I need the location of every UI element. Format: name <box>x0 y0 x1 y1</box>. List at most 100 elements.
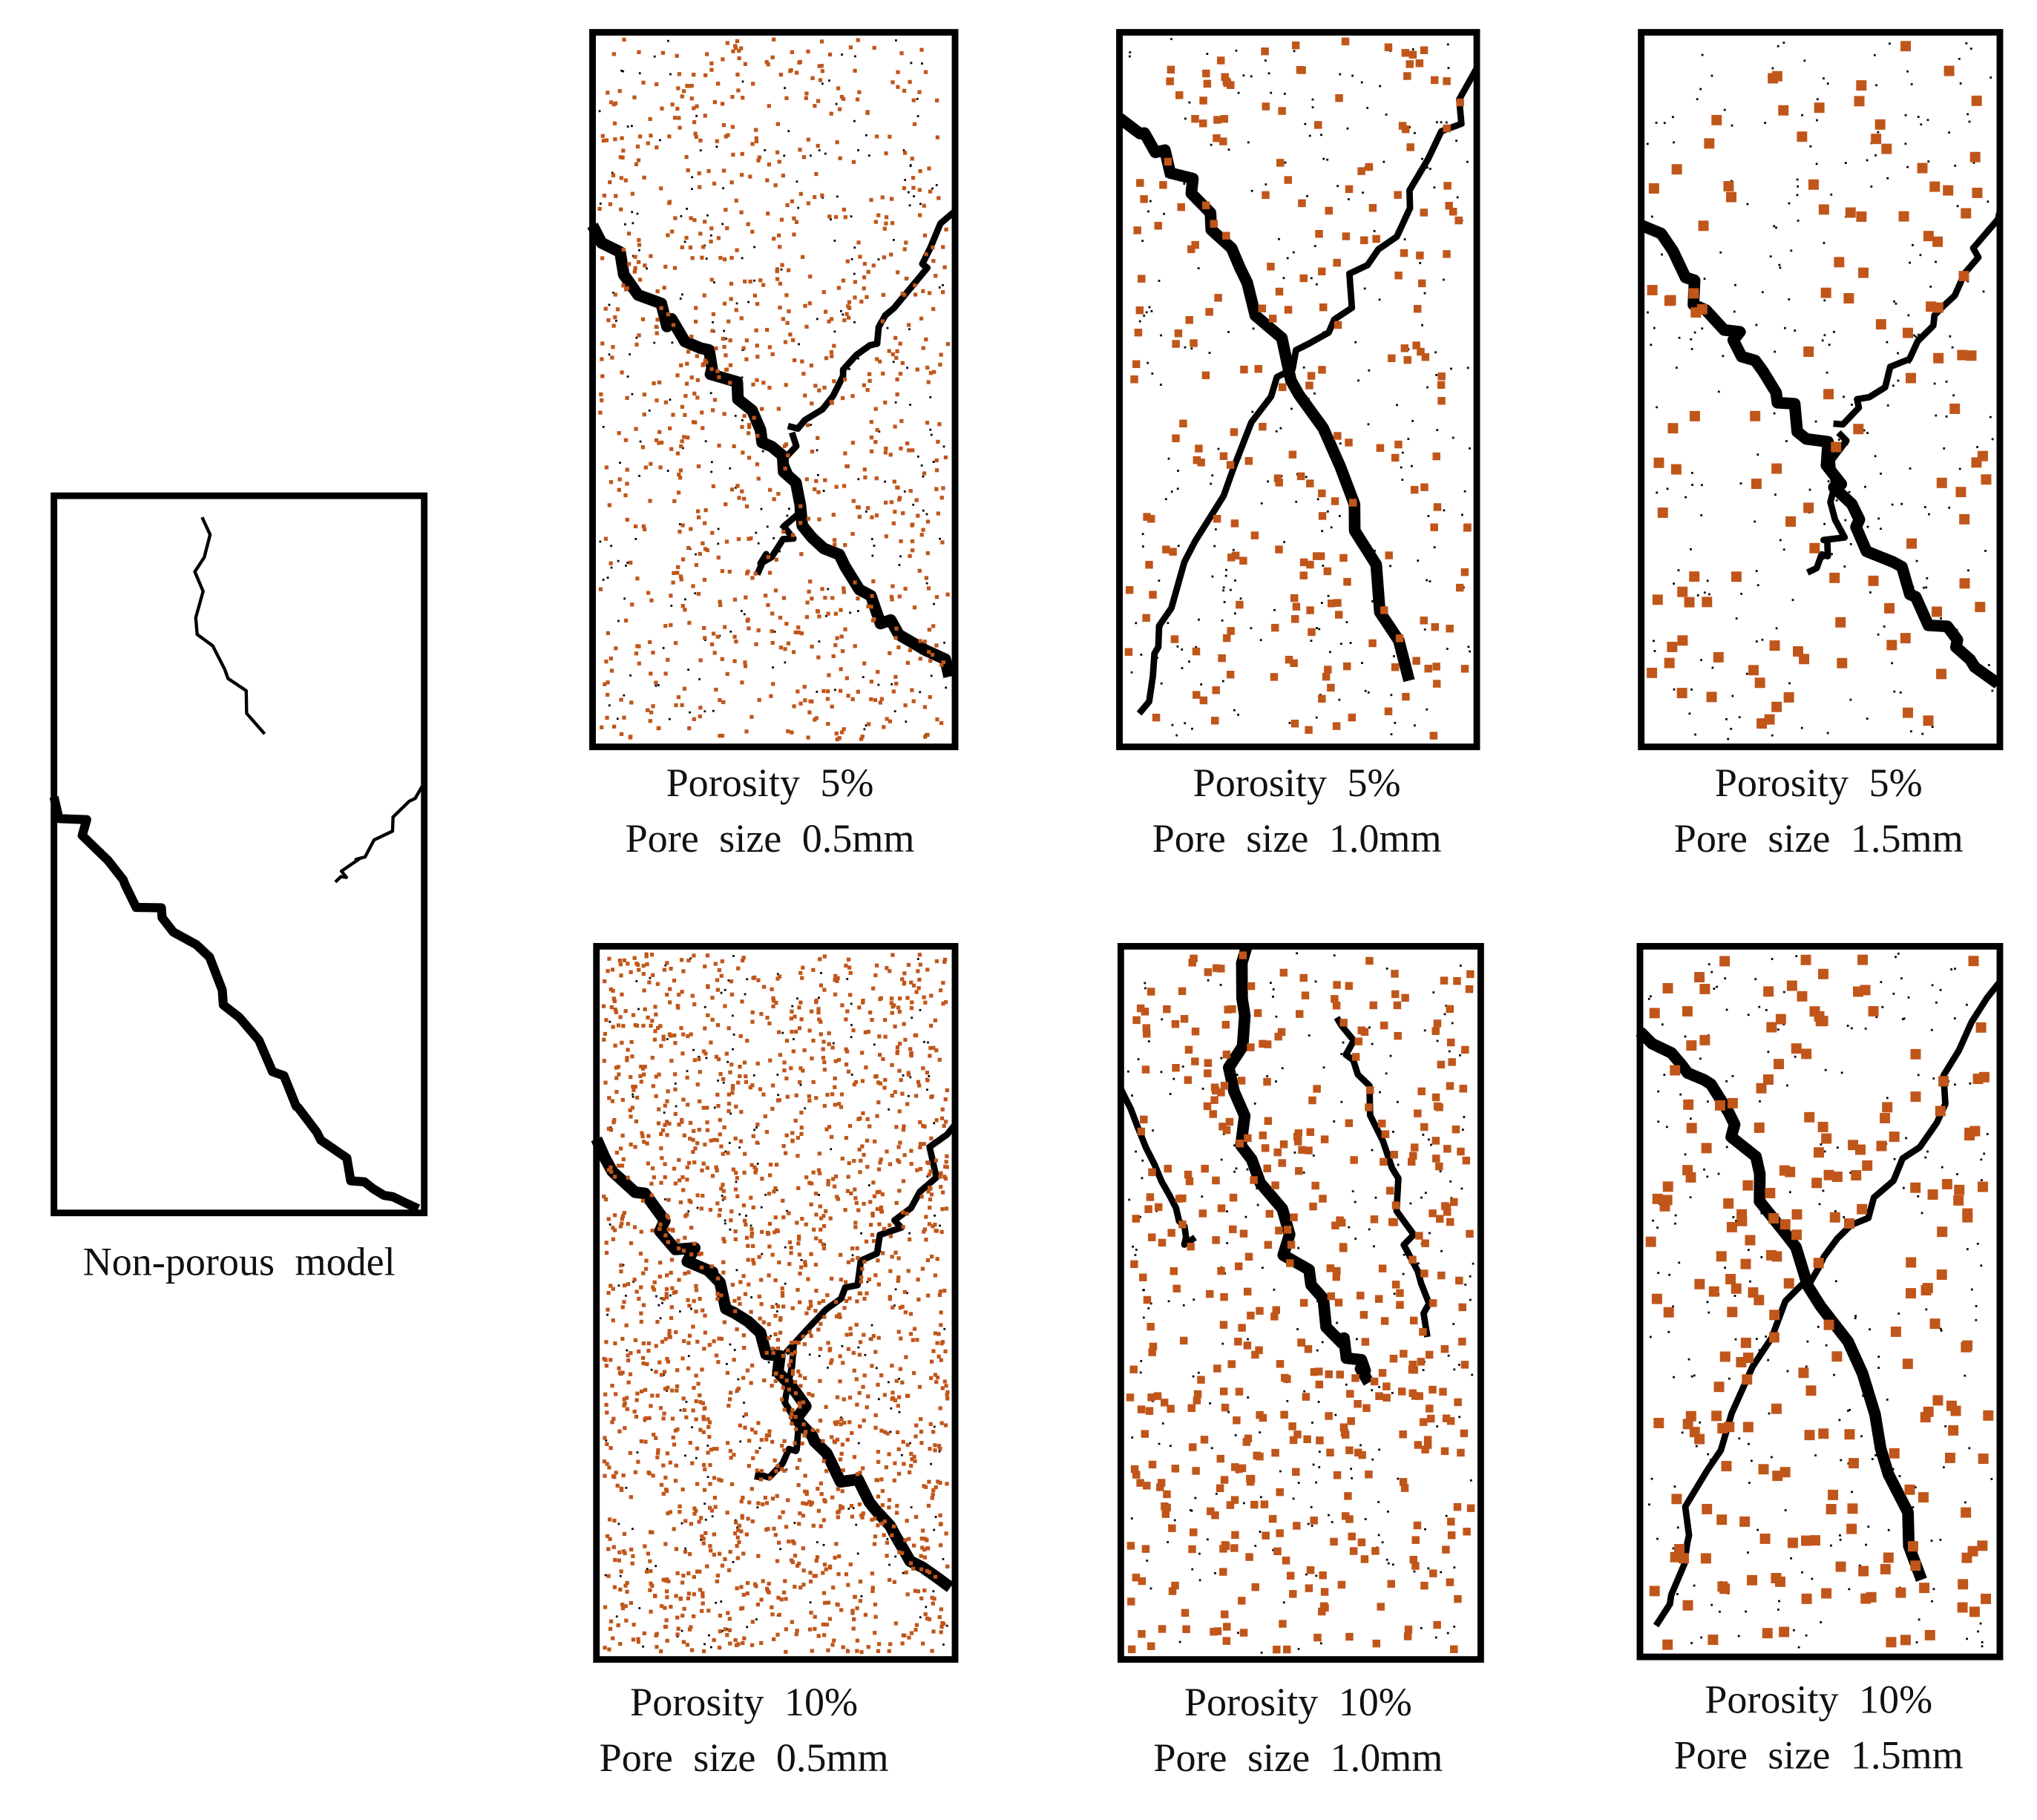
speck <box>1317 1401 1320 1403</box>
pore <box>908 1047 913 1051</box>
pore <box>623 1583 628 1588</box>
pore <box>1286 1571 1295 1580</box>
speck <box>816 318 819 321</box>
pore <box>750 1010 755 1015</box>
pore <box>832 344 836 348</box>
pore <box>821 1246 827 1251</box>
pore <box>695 104 699 108</box>
pore <box>775 1346 780 1351</box>
pore <box>1421 353 1430 361</box>
pore <box>687 1333 692 1338</box>
pore <box>632 95 637 99</box>
pore <box>619 1146 623 1151</box>
pore <box>698 1393 702 1398</box>
speck <box>678 1310 681 1313</box>
pore <box>750 229 755 234</box>
pore <box>659 1604 664 1609</box>
pore <box>739 210 744 214</box>
pore <box>684 1415 689 1419</box>
speck <box>1767 1051 1770 1054</box>
pore <box>766 62 770 67</box>
pore <box>666 233 670 237</box>
pore <box>846 1583 850 1587</box>
pore <box>619 1269 623 1274</box>
pore <box>715 369 720 373</box>
pore <box>1345 1119 1354 1128</box>
pore <box>709 1508 715 1513</box>
speck <box>1391 1392 1394 1394</box>
speck <box>1374 1196 1377 1199</box>
pore <box>1854 96 1865 107</box>
pore <box>822 1600 827 1605</box>
speck <box>1451 1022 1454 1025</box>
speck <box>1272 996 1274 998</box>
pore <box>636 1459 640 1464</box>
speck <box>1886 1399 1889 1401</box>
pore <box>689 84 694 88</box>
pore <box>1460 665 1469 673</box>
pore <box>847 315 851 320</box>
pore <box>1354 1448 1362 1457</box>
speck <box>888 1563 890 1566</box>
pore <box>709 367 714 372</box>
pore <box>829 111 833 116</box>
pore <box>804 1311 809 1315</box>
pore <box>628 1451 633 1456</box>
pore <box>859 737 864 741</box>
pore <box>919 1554 923 1558</box>
pore <box>934 1158 938 1163</box>
speck <box>857 1442 860 1445</box>
pore <box>1390 1151 1398 1159</box>
pore <box>913 1459 917 1464</box>
pore <box>798 521 803 525</box>
speck <box>1941 1166 1943 1169</box>
pore <box>897 497 902 502</box>
pore <box>1391 1201 1400 1209</box>
pore <box>858 1340 863 1344</box>
pore <box>709 1548 713 1553</box>
speck <box>867 1184 870 1186</box>
speck <box>1892 1468 1895 1471</box>
pore <box>675 451 680 456</box>
pore <box>675 1632 680 1637</box>
pore <box>1454 1398 1462 1407</box>
pore <box>662 286 666 290</box>
pore <box>706 1013 710 1018</box>
pore <box>822 1633 827 1637</box>
pore <box>692 1506 697 1511</box>
pore <box>836 1487 840 1491</box>
pore <box>745 1591 749 1596</box>
speck <box>1684 1035 1687 1038</box>
pore <box>775 1338 780 1342</box>
speck <box>1713 988 1716 990</box>
pore <box>924 576 929 580</box>
pore <box>692 1592 696 1597</box>
speck <box>1917 1074 1920 1077</box>
pore <box>784 1133 789 1137</box>
pore <box>798 1066 803 1071</box>
pore <box>604 1402 609 1407</box>
pore <box>761 1320 766 1324</box>
speck <box>1923 586 1925 589</box>
pore <box>901 1179 906 1183</box>
speck <box>1940 617 1942 620</box>
pore <box>1446 1218 1454 1226</box>
pore <box>870 1586 875 1590</box>
pore <box>874 513 879 518</box>
panel-label: Porosity 5% <box>666 760 874 805</box>
pore <box>862 661 867 666</box>
pore <box>1959 513 1970 525</box>
pore <box>634 1119 639 1124</box>
pore <box>680 1175 685 1180</box>
pore <box>1124 648 1133 656</box>
speck <box>1463 490 1466 493</box>
pore <box>781 1510 785 1514</box>
pore <box>945 592 950 597</box>
speck <box>766 525 769 528</box>
speck <box>1707 1453 1709 1456</box>
pore <box>936 439 940 444</box>
pore <box>894 1511 899 1515</box>
speck <box>1728 1377 1731 1380</box>
speck <box>1703 277 1706 280</box>
speck <box>818 640 821 643</box>
